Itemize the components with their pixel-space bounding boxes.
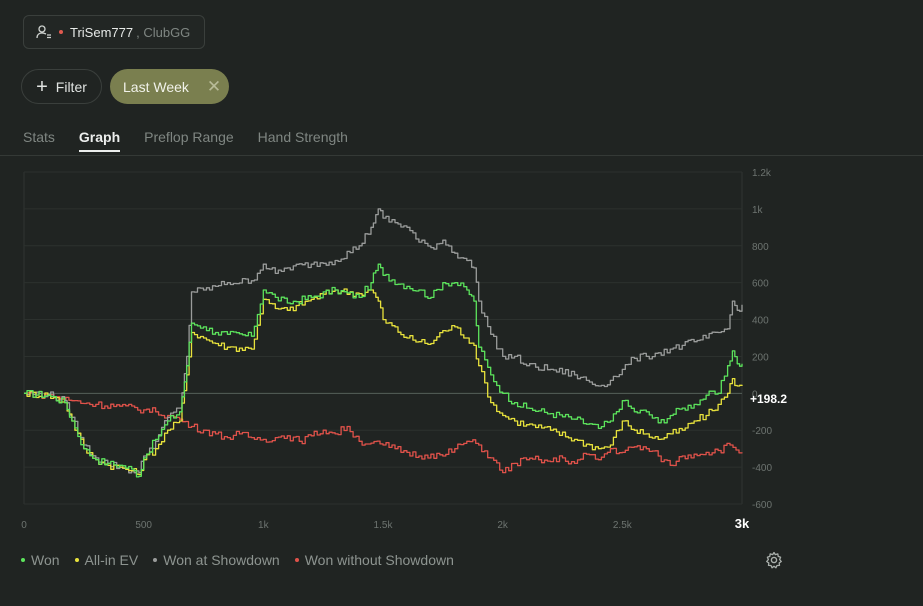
tabs-divider <box>0 155 923 156</box>
y-tick-label: -600 <box>752 500 772 511</box>
y-tick-label: -200 <box>752 426 772 437</box>
y-tick-label: 0 <box>752 389 758 400</box>
y-tick-label: 1.2k <box>752 168 772 179</box>
legend-showdown-dot <box>153 558 158 562</box>
player-site: , ClubGG <box>136 24 191 40</box>
x-tick-label: 1.5k <box>374 520 394 531</box>
legend-allin-ev-dot <box>74 558 79 562</box>
legend-showdown[interactable]: Won at Showdown <box>153 552 280 568</box>
tab-stats[interactable]: Stats <box>23 129 55 145</box>
x-tick-label: 500 <box>135 520 152 531</box>
date-filter-label: Last Week <box>123 78 189 95</box>
x-tick-label: 1k <box>258 520 270 531</box>
legend-won-label: Won <box>31 552 60 568</box>
y-tick-label: 600 <box>752 279 769 290</box>
tab-preflop-range[interactable]: Preflop Range <box>144 129 234 145</box>
status-dot <box>59 30 63 34</box>
filter-label: Filter <box>55 78 87 95</box>
player-chip[interactable]: TriSem777 , ClubGG <box>23 15 206 49</box>
tab-graph[interactable]: Graph <box>78 129 121 152</box>
chart-legend: Won All-in EV Won at Showdown Won withou… <box>21 552 454 568</box>
legend-no-showdown-label: Won without Showdown <box>304 552 454 568</box>
y-tick-label: 800 <box>752 242 769 253</box>
tab-hand-strength[interactable]: Hand Strength <box>257 129 348 145</box>
close-icon[interactable]: ✕ <box>206 76 222 96</box>
end-value-label: +198.2 <box>750 392 787 406</box>
plus-icon: + <box>36 75 48 98</box>
series-line-won-without-showdown <box>24 390 743 474</box>
x-tick-label: 2.5k <box>613 520 633 531</box>
tab-bar: Stats Graph Preflop Range Hand Strength <box>23 129 348 152</box>
gear-icon[interactable] <box>764 550 784 570</box>
series-line-won <box>24 263 743 478</box>
x-tick-label: 2k <box>497 520 509 531</box>
y-tick-label: 1k <box>752 205 764 216</box>
legend-won[interactable]: Won <box>21 552 60 568</box>
legend-showdown-label: Won at Showdown <box>163 552 280 568</box>
player-name: TriSem777 <box>70 24 134 40</box>
x-tick-label: 0 <box>21 520 27 531</box>
series-line-won-at-showdown <box>24 208 743 474</box>
legend-allin-ev[interactable]: All-in EV <box>74 552 139 568</box>
y-tick-label: 400 <box>752 316 769 327</box>
x-tick-label: 3k <box>735 516 750 531</box>
user-settings-icon <box>36 25 51 39</box>
y-tick-label: -400 <box>752 463 772 474</box>
legend-allin-ev-label: All-in EV <box>84 552 139 568</box>
legend-no-showdown[interactable]: Won without Showdown <box>294 552 454 568</box>
date-filter-chip[interactable]: Last Week ✕ <box>110 69 229 104</box>
legend-won-dot <box>21 558 25 562</box>
y-tick-label: 200 <box>752 352 769 363</box>
profit-graph[interactable]: 1.2k 1k 800 600 400 200 0 -200 -400 -600 0 500 1k 1.5… <box>0 160 923 540</box>
filter-button[interactable]: + Filter <box>21 69 102 104</box>
legend-no-showdown-dot <box>294 558 299 562</box>
